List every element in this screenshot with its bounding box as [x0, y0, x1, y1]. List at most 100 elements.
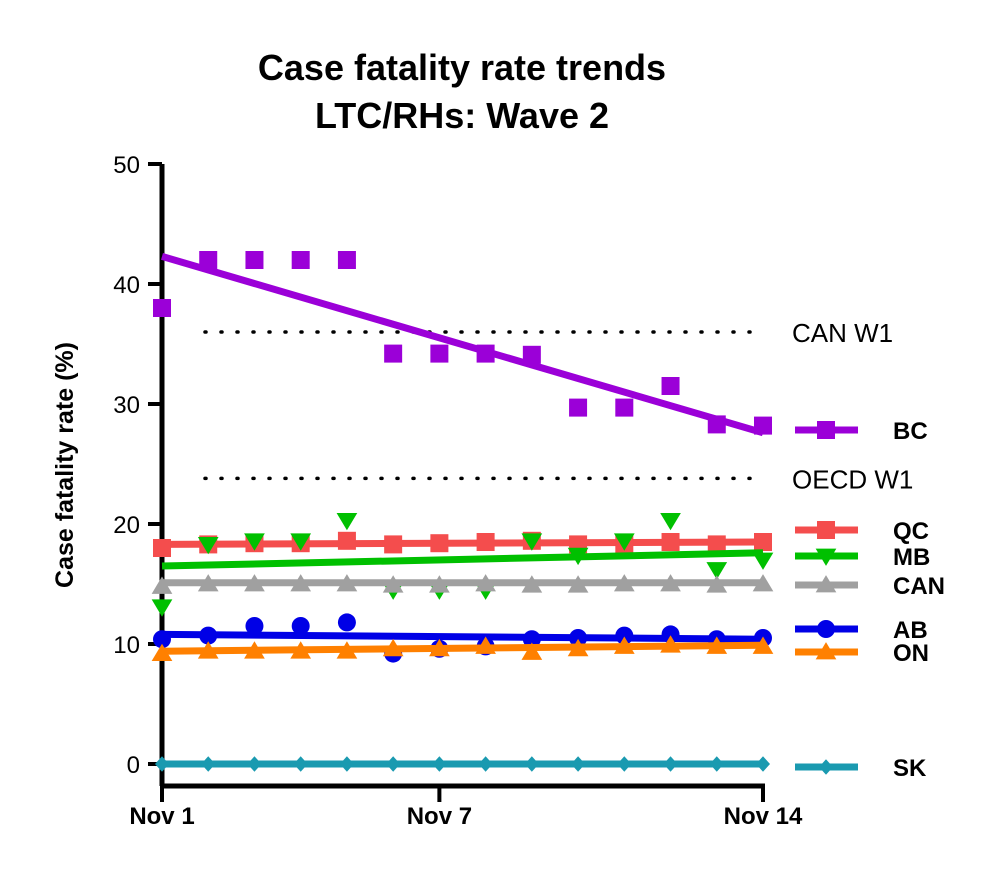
- series-sk-point: [247, 756, 262, 772]
- x-tick-label: Nov 14: [724, 803, 803, 830]
- series-sk-point: [432, 756, 447, 772]
- legend-bc-marker: [817, 421, 835, 439]
- legend-mb-label: MB: [893, 544, 930, 571]
- series-mb-point: [151, 599, 173, 617]
- series-can-point: [290, 574, 312, 592]
- series-bc-trend-line: [161, 253, 764, 437]
- series-bc-point: [245, 251, 264, 269]
- series-bc-point: [384, 344, 403, 363]
- series-bc-point: [153, 299, 171, 317]
- series-can-point: [475, 574, 496, 592]
- series-can-point: [429, 575, 450, 593]
- reference-line-label: CAN W1: [792, 318, 893, 348]
- series-bc-point: [291, 251, 310, 269]
- series-ab-point: [153, 630, 171, 649]
- legend-qc-label: QC: [893, 518, 929, 545]
- plot-area: 0 10 20 30 40 50 Nov 1 Nov 7 Nov 14 CAN W1 OECD W1…: [113, 152, 945, 830]
- legend-ab-label: AB: [893, 617, 928, 644]
- series-can-point: [244, 574, 265, 592]
- series-can-point: [336, 574, 358, 592]
- series-can-point: [197, 574, 219, 592]
- series-sk-point: [201, 756, 216, 772]
- series-can-point: [567, 575, 589, 593]
- series-can-point: [151, 576, 173, 594]
- series-mb-point: [521, 533, 543, 551]
- series-sk-point: [617, 756, 632, 772]
- series-sk-point: [339, 756, 354, 772]
- series-can-point: [660, 574, 681, 592]
- series-on-point: [429, 638, 450, 657]
- series-bc-point: [569, 398, 588, 417]
- series-on-point: [244, 641, 265, 659]
- legend-on-marker: [815, 642, 837, 660]
- series-bc-point: [754, 416, 772, 435]
- series-on-point: [151, 643, 173, 662]
- series-on-point: [613, 636, 635, 654]
- series-ab-point: [291, 617, 310, 635]
- series-ab-point: [199, 626, 218, 645]
- series-on-point: [336, 641, 358, 659]
- series-on-point: [290, 641, 312, 659]
- series-sk-point: [571, 756, 586, 772]
- series-ab-point: [615, 626, 634, 645]
- legend-ab-marker: [817, 620, 835, 638]
- series-on-point: [475, 636, 496, 654]
- series-mb-point: [336, 512, 358, 531]
- series-qc-point: [754, 533, 772, 551]
- legend-qc-marker: [817, 521, 835, 539]
- x-tick-label: Nov 7: [407, 803, 472, 830]
- y-tick-label: 20: [113, 512, 140, 539]
- x-tick-label: Nov 1: [129, 803, 194, 830]
- series-sk-point: [155, 756, 169, 772]
- series-can-point: [382, 575, 404, 593]
- series-ab-point: [245, 617, 264, 635]
- series-on-point: [382, 638, 404, 657]
- series-bc-point: [199, 251, 218, 269]
- legend-mb-marker: [815, 548, 837, 566]
- series-bc-point: [707, 415, 726, 434]
- series-can-point: [752, 574, 774, 592]
- series-bc-point: [430, 344, 449, 363]
- y-tick-label: 0: [127, 752, 140, 779]
- legend-sk-label: SK: [893, 755, 927, 782]
- y-axis-label: Case fatality rate (%): [51, 342, 79, 588]
- series-on-point: [197, 641, 219, 659]
- series-mb-point: [290, 533, 312, 551]
- chart-title-line-1: Case fatality rate trends: [258, 47, 666, 88]
- legend-bc-label: BC: [893, 418, 928, 445]
- series-ab-point: [337, 613, 356, 632]
- series-qc-point: [337, 531, 356, 550]
- series-on-point: [752, 636, 774, 654]
- series-sk-point: [524, 756, 539, 772]
- series-bc-point: [661, 377, 680, 395]
- series-mb-point: [197, 536, 219, 555]
- series-ab-point: [661, 625, 680, 644]
- series-sk-point: [709, 756, 724, 772]
- chart-title-line-2: LTC/RHs: Wave 2: [315, 95, 609, 136]
- legend-can-marker: [815, 575, 837, 593]
- series-bc-point: [337, 251, 356, 269]
- series-sk-point: [293, 756, 308, 772]
- series-on-trend-line: [161, 641, 764, 655]
- series-on-point: [567, 638, 589, 657]
- series-mb-point: [752, 552, 774, 570]
- series-mb-trend-line: [161, 549, 764, 570]
- legend-on-label: ON: [893, 640, 929, 667]
- series-on-point: [521, 642, 543, 660]
- y-tick-label: 50: [113, 152, 140, 179]
- reference-line-label: OECD W1: [792, 464, 913, 494]
- series-qc-point: [153, 539, 171, 557]
- series-sk-point: [663, 756, 678, 772]
- series-bc-point: [476, 344, 495, 363]
- series-qc-point: [707, 535, 726, 554]
- series-ab-point: [522, 630, 541, 649]
- series-qc-point: [384, 535, 403, 554]
- series-qc-point: [476, 533, 495, 551]
- y-tick-label: 40: [113, 272, 140, 299]
- y-tick-label: 30: [113, 392, 140, 419]
- series-mb-point: [567, 547, 589, 566]
- series-ab-point: [569, 629, 588, 647]
- series-on-point: [706, 636, 728, 654]
- series-mb-point: [244, 533, 265, 551]
